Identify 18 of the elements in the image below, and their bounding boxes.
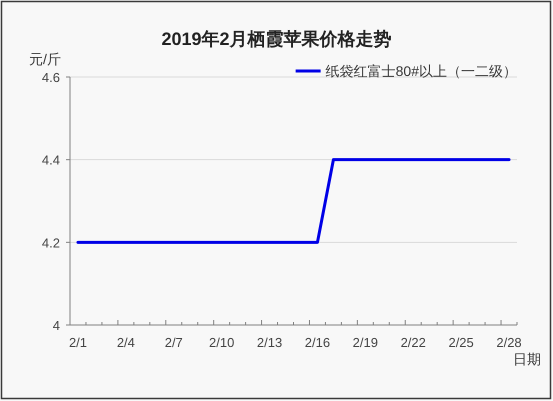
x-tick-label: 2/16 (304, 335, 330, 350)
x-tick-label: 2/28 (496, 335, 522, 350)
legend-label: 纸袋红富士80#以上（一二级） (326, 63, 517, 79)
chart-title: 2019年2月栖霞苹果价格走势 (161, 29, 392, 49)
x-tick-label: 2/22 (400, 335, 426, 350)
x-tick-label: 2/1 (68, 335, 88, 350)
y-tick-label: 4.6 (42, 70, 60, 85)
x-tick-label: 2/4 (116, 335, 135, 350)
y-axis-title: 元/斤 (29, 51, 61, 67)
x-tick-label: 2/10 (209, 335, 234, 350)
y-tick-label: 4.4 (42, 152, 60, 168)
x-axis-title: 日期 (513, 351, 541, 367)
y-tick-label: 4 (52, 318, 60, 333)
x-tick-label: 2/25 (448, 335, 474, 350)
x-tick-label: 2/13 (256, 335, 282, 350)
x-tick-label: 2/19 (352, 335, 378, 350)
x-tick-label: 2/7 (164, 335, 183, 350)
y-tick-label: 4.2 (42, 235, 60, 250)
